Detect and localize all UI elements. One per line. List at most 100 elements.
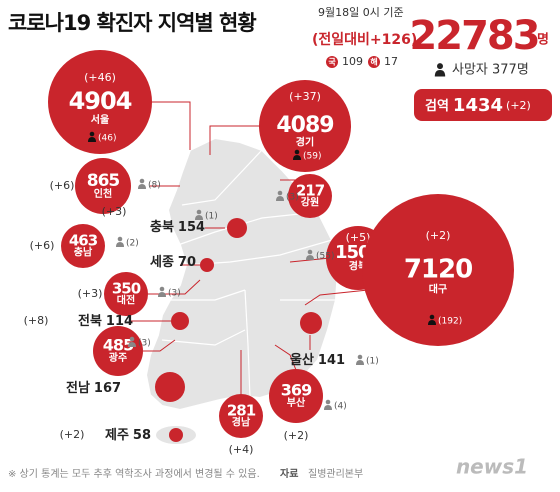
date: 9월18일 0시 기준 [318, 5, 404, 19]
region-change: (+46) [84, 71, 116, 84]
person-icon [116, 242, 124, 247]
quarantine-label: 검역 [425, 98, 449, 114]
person-icon [307, 249, 313, 255]
person-icon [434, 70, 446, 77]
region-label: 충북 154 [150, 219, 205, 235]
region-name: 인천 [94, 187, 112, 200]
footnote: ※ 상기 통계는 모두 추후 역학조사 과정에서 변경될 수 있음. [8, 467, 260, 480]
region-bubble [48, 50, 152, 154]
badge [326, 56, 338, 68]
person-icon [88, 137, 96, 142]
region-label: 울산 141 [290, 352, 345, 368]
badge [368, 56, 380, 68]
person-icon [117, 236, 123, 242]
region-dot [169, 428, 183, 442]
region-dot [155, 372, 185, 402]
person-icon [138, 184, 146, 189]
region-dot [200, 258, 214, 272]
region-label: 전북 114 [78, 313, 133, 329]
region-name: 전북 [78, 313, 102, 329]
person-icon [429, 314, 435, 320]
region-change: (+4) [229, 443, 254, 456]
person-icon [159, 286, 165, 292]
region-label: 제주 58 [105, 428, 151, 443]
region-deaths: (46) [98, 134, 116, 144]
region-bubble [75, 158, 131, 214]
region-change: (+2) [426, 229, 451, 242]
region-change: (+3) [102, 205, 127, 218]
title: 코로나19 확진자 지역별 현황 [8, 11, 256, 35]
region-deaths: (1) [366, 357, 379, 367]
region-count: 281 [227, 402, 256, 420]
region-change: (+37) [289, 90, 321, 103]
region-change: (+6) [50, 179, 75, 192]
person-icon [428, 320, 436, 325]
logo: news1 [456, 455, 528, 479]
overseas: 17 [384, 55, 398, 68]
region-count: 167 [94, 381, 121, 396]
region-name: 대구 [429, 283, 447, 296]
person-icon [89, 131, 95, 137]
region-count: 369 [281, 381, 312, 400]
region-name: 울산 [290, 352, 314, 368]
region-deaths: (3) [138, 339, 151, 349]
region-name: 세종 [150, 255, 174, 270]
region-name: 경남 [232, 415, 251, 428]
person-icon [276, 196, 284, 201]
region-count: 154 [178, 220, 205, 235]
region-count: 485 [103, 336, 134, 355]
region-count: 463 [69, 232, 98, 250]
quarantine-box [414, 89, 552, 121]
region-bubble [362, 194, 514, 346]
total-unit: 명 [537, 32, 549, 48]
region-count: 7120 [404, 255, 472, 285]
region-bubble [61, 224, 105, 268]
person-icon [356, 360, 364, 365]
region-count: 70 [178, 255, 196, 270]
region-count: 350 [112, 280, 141, 298]
region-deaths: (55) [316, 252, 334, 262]
quarantine-change: (+2) [506, 99, 531, 112]
total: 22783 [409, 13, 538, 59]
region-count: 217 [296, 182, 325, 200]
person-icon [437, 63, 443, 70]
region-name: 대전 [117, 293, 135, 306]
quarantine: 검역 1434 (+2) [425, 95, 531, 116]
region-bubble [259, 80, 351, 172]
badge-label: 해 [370, 57, 377, 67]
region-bubble [104, 272, 148, 316]
region-bubble [269, 369, 323, 423]
person-icon [196, 209, 202, 215]
region-name: 충남 [74, 245, 93, 258]
region-count: 4089 [276, 113, 333, 138]
quarantine-value: 1434 [453, 95, 503, 116]
region-name: 부산 [287, 396, 306, 409]
source-label: 자료 [280, 467, 298, 480]
region-deaths: (1) [205, 212, 218, 222]
region-bubble [288, 174, 332, 218]
region-name: 서울 [91, 113, 109, 126]
region-change: (+8) [24, 314, 49, 327]
region-change: (+6) [30, 239, 55, 252]
region-dot [171, 312, 189, 330]
region-change: (+5) [346, 231, 371, 244]
region-label: 세종 70 [150, 255, 196, 270]
region-name: 충북 [150, 219, 174, 235]
person-icon [357, 354, 363, 360]
source: 질병관리본부 [308, 468, 363, 480]
person-icon [195, 215, 203, 220]
region-count: 865 [87, 171, 120, 191]
region-deaths: (2) [126, 239, 139, 249]
deaths-total: 사망자 377명 [452, 63, 529, 78]
region-count: 141 [318, 353, 345, 368]
region-deaths: (4) [334, 402, 347, 412]
region-deaths: (3) [168, 289, 181, 299]
badge-label: 국 [328, 58, 336, 67]
region-name: 전남 [66, 380, 90, 396]
person-icon [139, 178, 145, 184]
domestic: 109 [342, 55, 363, 68]
person-icon [158, 292, 166, 297]
person-icon [128, 342, 136, 347]
person-icon [324, 405, 332, 410]
region-deaths: (192) [438, 317, 462, 327]
